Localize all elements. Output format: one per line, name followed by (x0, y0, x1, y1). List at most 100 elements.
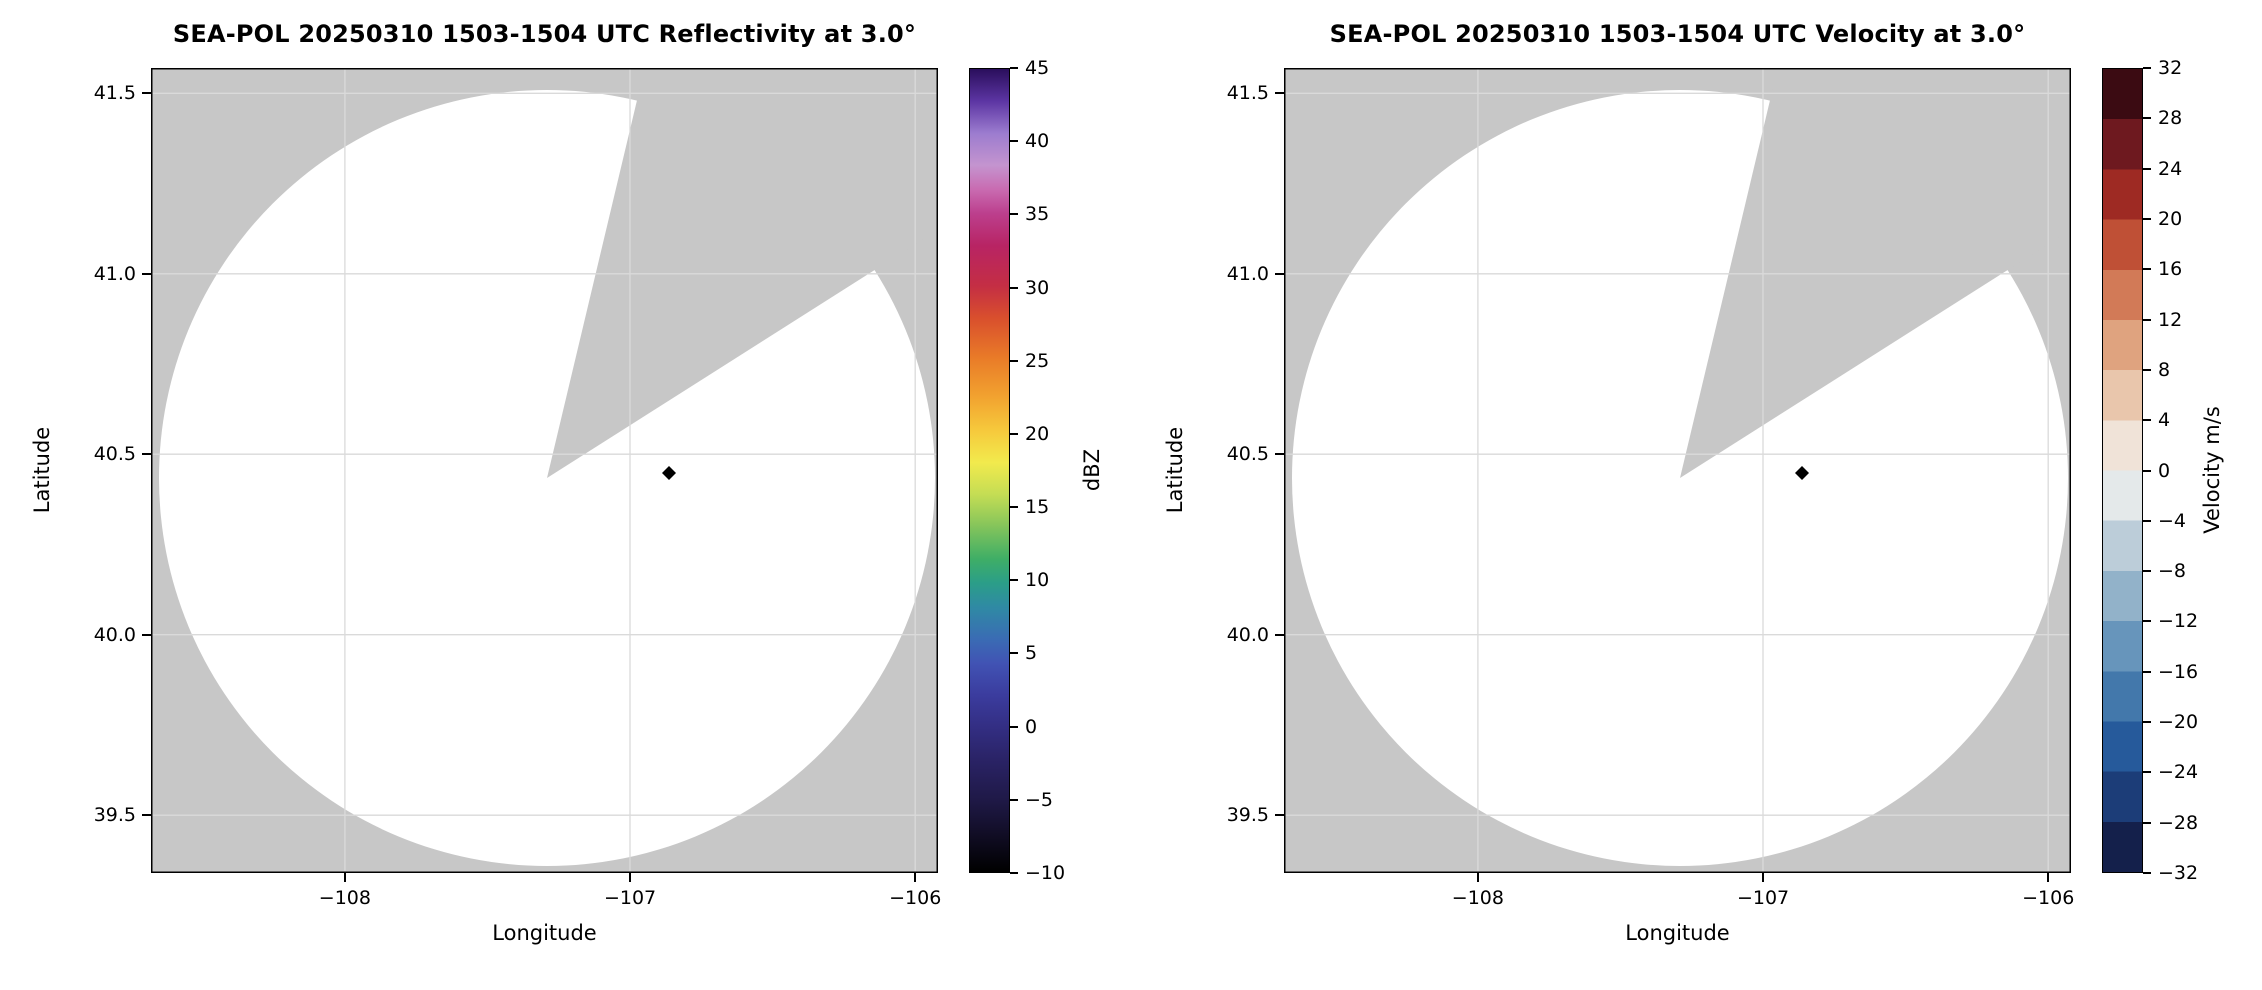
colorbar-tick-label: 12 (2158, 308, 2183, 331)
colorbar-tick-mark (2143, 570, 2151, 573)
colorbar-tick-label: −4 (2158, 509, 2187, 532)
colorbar-tick-label: 10 (1025, 569, 1050, 592)
x-tick-mark (343, 873, 346, 882)
colorbar-tick-label: 25 (1025, 349, 1050, 372)
colorbar-tick-label: −32 (2158, 862, 2199, 884)
colorbar-tick-mark (1010, 359, 1018, 362)
colorbar-tick-label: 0 (2158, 459, 2171, 482)
y-axis-label: Latitude (30, 426, 54, 514)
colorbar-tick-mark (2143, 519, 2151, 522)
colorbar-tick-mark (1010, 579, 1018, 582)
velocity-plot-area (1284, 68, 2071, 873)
colorbar-tick-label: 24 (2158, 157, 2183, 180)
colorbar-tick-label: −24 (2158, 761, 2199, 784)
colorbar-tick-mark (2143, 268, 2151, 271)
x-axis-label: Longitude (492, 921, 597, 945)
y-tick-mark (1275, 272, 1284, 275)
colorbar-tick-mark (2143, 318, 2151, 321)
x-tick-label: −107 (603, 887, 657, 909)
colorbar-tick-label: −10 (1025, 862, 1066, 884)
y-tick-label: 41.5 (93, 82, 136, 105)
x-tick-label: −106 (2022, 887, 2075, 909)
radar-ppi-graphic (151, 68, 938, 873)
colorbar-tick-label: 0 (1025, 715, 1038, 738)
colorbar-tick-mark (1010, 67, 1018, 69)
colorbar-tick-label: 4 (2158, 409, 2171, 432)
colorbar-tick-label: 20 (1025, 422, 1050, 445)
colorbar-tick-mark (2143, 368, 2151, 371)
colorbar-tick-label: 35 (1025, 203, 1050, 226)
x-tick-mark (629, 873, 632, 882)
y-tick-label: 40.5 (1226, 443, 1269, 466)
colorbar-tick-label: −16 (2158, 660, 2199, 683)
y-tick-label: 40.5 (93, 443, 136, 466)
x-tick-label: −106 (889, 887, 942, 909)
x-axis-label: Longitude (1625, 921, 1730, 945)
colorbar-tick-label: −5 (1025, 788, 1054, 811)
colorbar-tick-label: 15 (1025, 496, 1050, 519)
x-tick-mark (1476, 873, 1479, 882)
colorbar-tick-mark (2143, 167, 2151, 170)
colorbar-tick-mark (1010, 798, 1018, 801)
velocity-colorbar (2102, 68, 2143, 873)
velocity-panel: SEA-POL 20250310 1503-1504 UTC Velocity … (1133, 0, 2262, 990)
colorbar-tick-mark (2143, 117, 2151, 120)
y-tick-mark (1275, 92, 1284, 95)
x-tick-mark (1762, 873, 1765, 882)
reflectivity-title: SEA-POL 20250310 1503-1504 UTC Reflectiv… (172, 20, 917, 48)
reflectivity-plot-area (151, 68, 938, 873)
y-axis-label: Latitude (1163, 426, 1187, 514)
colorbar-tick-label: 28 (2158, 107, 2183, 130)
y-tick-label: 40.0 (1226, 623, 1269, 646)
y-tick-mark (142, 814, 151, 817)
colorbar-tick-label: 40 (1025, 130, 1050, 153)
colorbar-tick-mark (2143, 419, 2151, 422)
y-tick-mark (142, 453, 151, 456)
colorbar-tick-label: −8 (2158, 560, 2187, 583)
y-tick-mark (1275, 633, 1284, 636)
y-tick-label: 39.5 (93, 804, 136, 827)
colorbar-tick-label: 5 (1025, 642, 1038, 665)
radar-ppi-graphic (1284, 68, 2071, 873)
y-tick-label: 41.5 (1226, 82, 1269, 105)
reflectivity-colorbar (969, 68, 1010, 873)
colorbar-unit-label: dBZ (1080, 448, 1104, 492)
colorbar-tick-mark (1010, 506, 1018, 509)
velocity-title: SEA-POL 20250310 1503-1504 UTC Velocity … (1329, 20, 2026, 48)
y-tick-mark (142, 272, 151, 275)
colorbar-unit-label: Velocity m/s (2200, 406, 2224, 534)
y-tick-mark (142, 633, 151, 636)
colorbar-tick-label: −12 (2158, 610, 2199, 633)
colorbar-tick-mark (2143, 217, 2151, 220)
colorbar-tick-mark (2143, 620, 2151, 623)
colorbar-tick-mark (1010, 286, 1018, 289)
colorbar-tick-mark (2143, 721, 2151, 724)
y-tick-mark (1275, 453, 1284, 456)
colorbar-tick-label: 8 (2158, 358, 2171, 381)
colorbar-tick-label: 45 (1025, 57, 1050, 79)
x-tick-mark (914, 873, 917, 882)
colorbar-tick-mark (2143, 771, 2151, 774)
y-tick-mark (142, 92, 151, 95)
colorbar-tick-mark (1010, 872, 1018, 874)
colorbar-tick-mark (2143, 469, 2151, 472)
reflectivity-panel: SEA-POL 20250310 1503-1504 UTC Reflectiv… (30, 20, 1104, 945)
colorbar-tick-mark (2143, 67, 2151, 69)
colorbar-tick-mark (2143, 670, 2151, 673)
x-tick-label: −107 (1736, 887, 1790, 909)
colorbar-tick-mark (1010, 652, 1018, 655)
colorbar-tick-mark (2143, 821, 2151, 824)
colorbar-tick-label: 32 (2158, 57, 2183, 79)
x-tick-label: −108 (318, 887, 371, 909)
y-tick-label: 41.0 (1226, 262, 1269, 285)
colorbar-tick-mark (1010, 432, 1018, 435)
y-tick-mark (1275, 814, 1284, 817)
colorbar-tick-mark (1010, 140, 1018, 143)
y-tick-label: 41.0 (93, 262, 136, 285)
colorbar-tick-mark (2143, 872, 2151, 874)
colorbar-tick-mark (1010, 213, 1018, 216)
colorbar-tick-label: −20 (2158, 711, 2199, 734)
colorbar-tick-label: 16 (2158, 258, 2183, 281)
x-tick-label: −108 (1451, 887, 1504, 909)
y-tick-label: 40.0 (93, 623, 136, 646)
